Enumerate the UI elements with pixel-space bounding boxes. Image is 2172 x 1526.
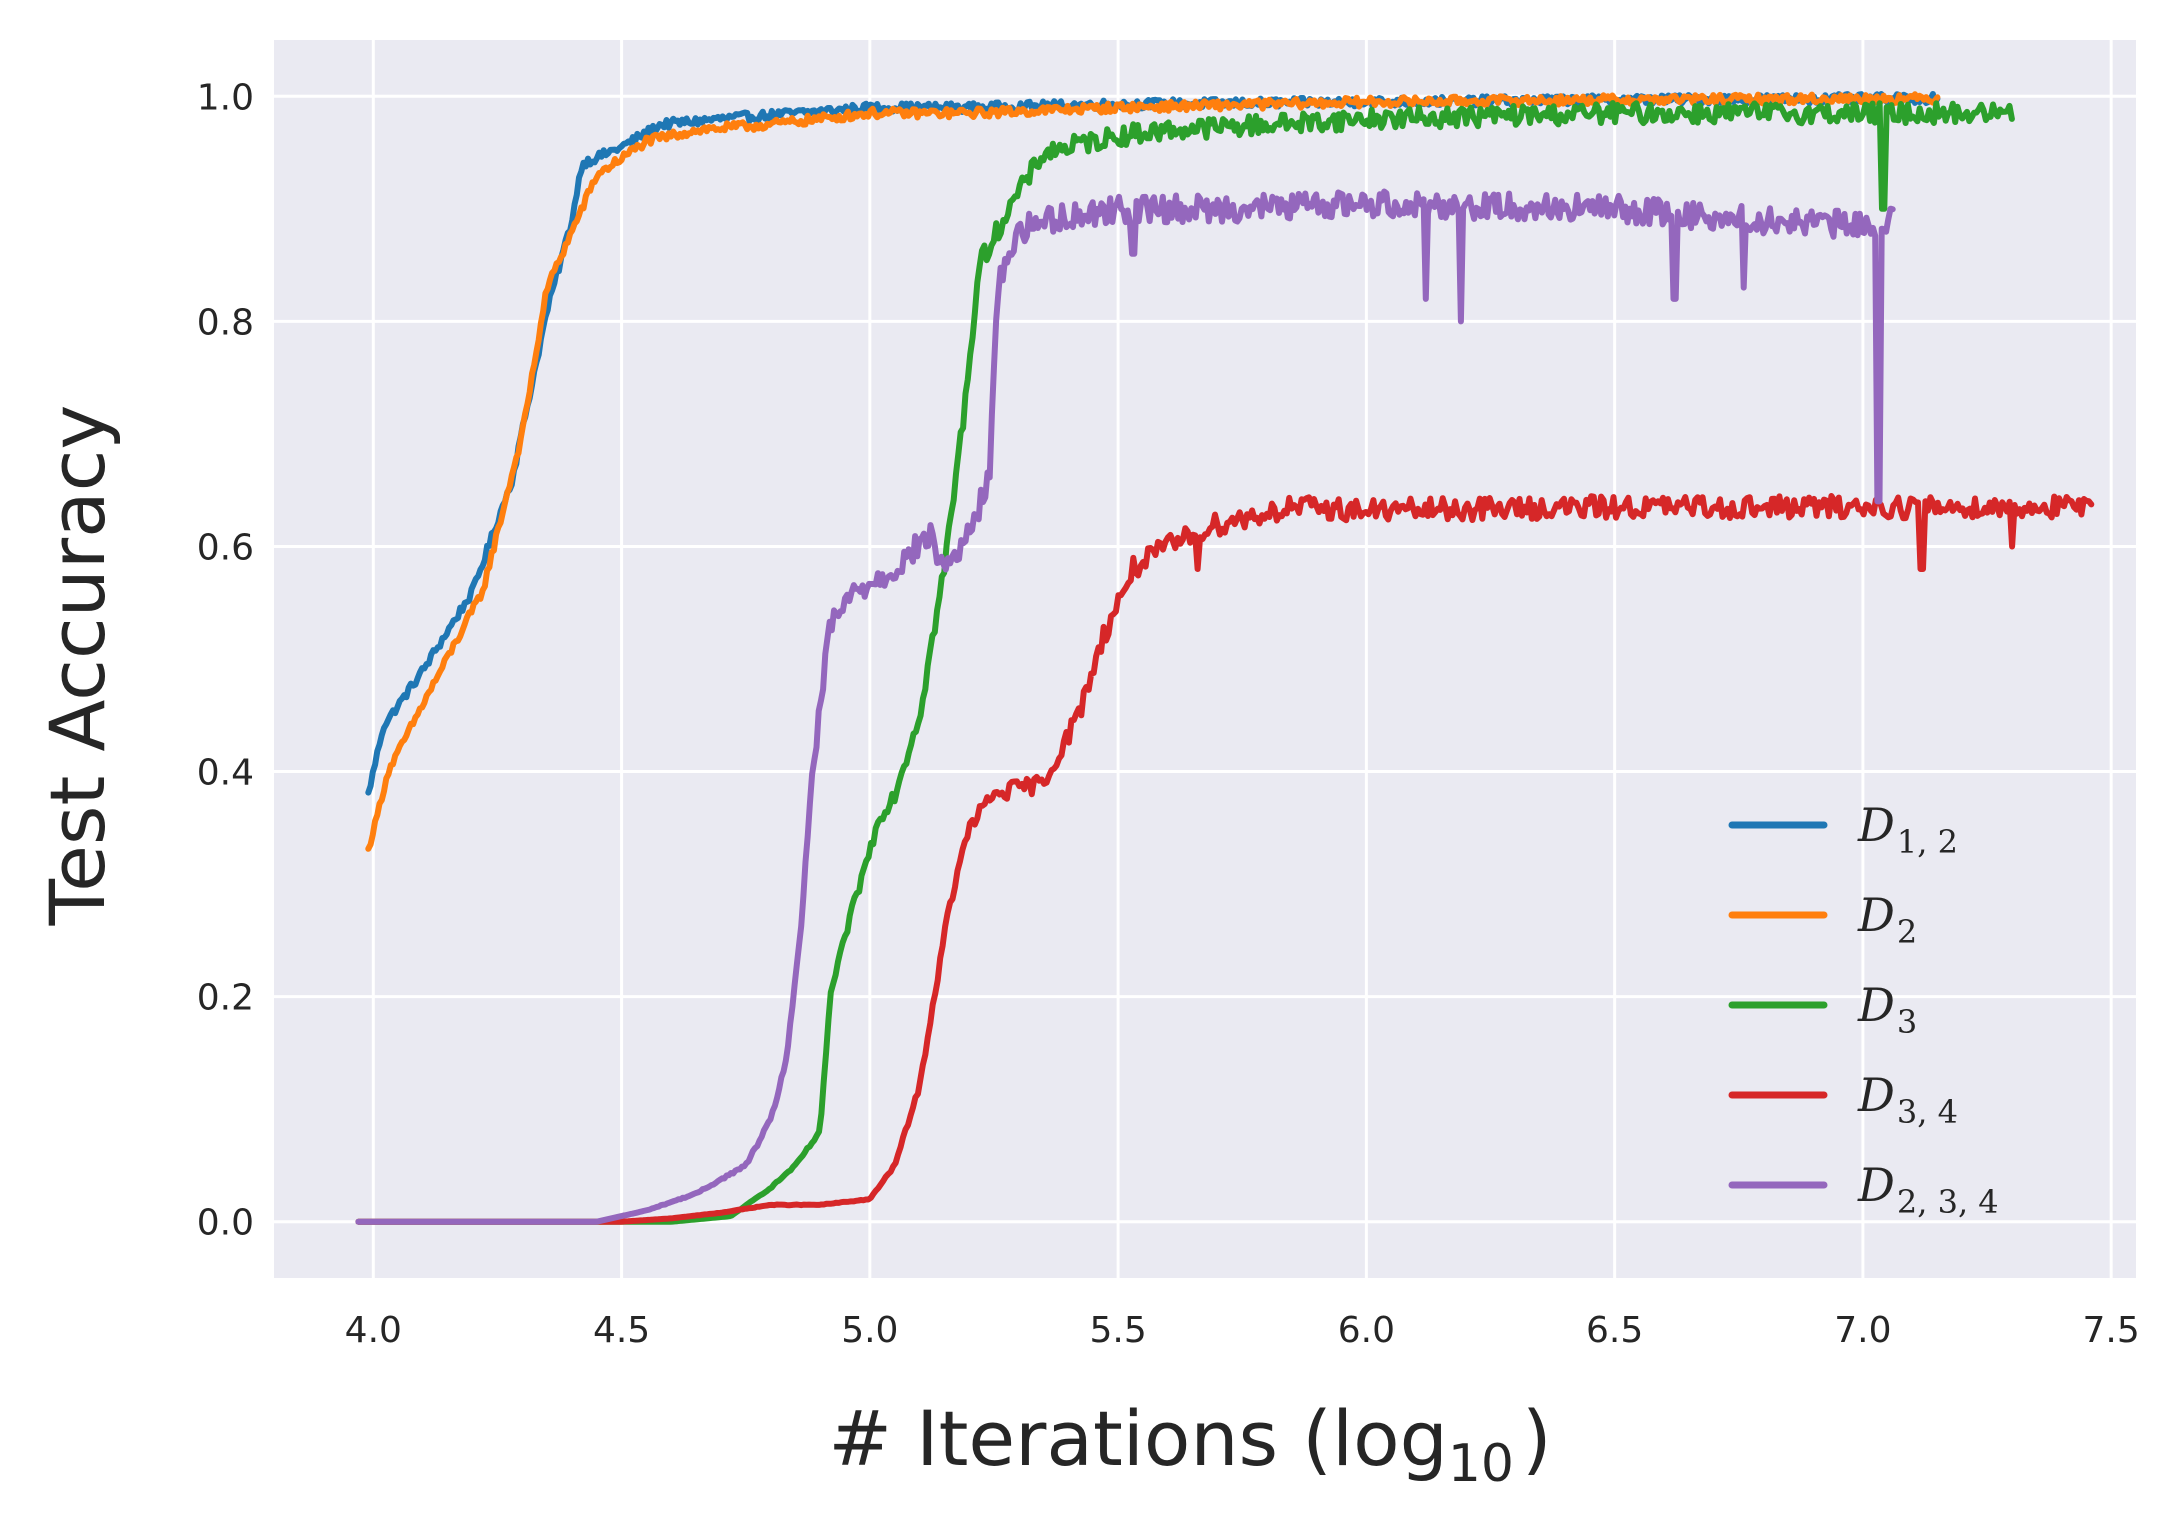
legend-label: D3	[1857, 978, 1917, 1041]
legend-label-name: D	[1857, 888, 1895, 942]
x-axis-title: # Iterations (log10)	[828, 1394, 1551, 1494]
series-layer	[355, 91, 2095, 1225]
x-tick-label: 7.0	[1834, 1310, 1891, 1351]
x-tick-label: 6.0	[1338, 1310, 1395, 1351]
x-tick-label: 6.5	[1586, 1310, 1643, 1351]
x-tick-labels: 4.0 4.5 5.0 5.5 6.0 6.5 7.0 7.5	[345, 1310, 2140, 1351]
x-tick-label: 7.5	[2083, 1310, 2140, 1351]
series-line-4	[355, 188, 1896, 1225]
legend-label-sub: 2	[1897, 913, 1917, 951]
legend-label: D2	[1857, 888, 1917, 951]
legend-label-sub: 2, 3, 4	[1897, 1183, 1999, 1221]
y-tick-labels: 0.0 0.2 0.4 0.6 0.8 1.0	[197, 77, 254, 1243]
y-tick-label: 0.0	[197, 1203, 254, 1244]
y-tick-label: 0.2	[197, 978, 254, 1019]
legend-label: D3, 4	[1857, 1068, 1958, 1131]
legend-label-name: D	[1857, 1068, 1895, 1122]
y-tick-label: 0.8	[197, 302, 254, 343]
legend-label: D1, 2	[1857, 798, 1958, 861]
x-tick-label: 5.0	[841, 1310, 898, 1351]
y-tick-label: 0.4	[197, 753, 254, 794]
legend-label-sub: 3, 4	[1897, 1093, 1958, 1131]
series-line-1	[365, 91, 1941, 852]
x-tick-label: 5.5	[1089, 1310, 1146, 1351]
legend-label-name: D	[1857, 978, 1895, 1032]
plot-background	[274, 40, 2136, 1278]
x-tick-label: 4.5	[593, 1310, 650, 1351]
x-tick-label: 4.0	[345, 1310, 402, 1351]
legend-label-name: D	[1857, 1158, 1895, 1212]
legend-label-sub: 3	[1897, 1003, 1917, 1041]
y-axis-title: Test Accuracy	[33, 405, 122, 927]
y-tick-label: 1.0	[197, 77, 254, 118]
legend-label-sub: 1, 2	[1897, 823, 1958, 861]
series-line-3	[355, 493, 2095, 1225]
legend-label: D2, 3, 4	[1857, 1158, 1999, 1221]
legend-label-name: D	[1857, 798, 1895, 852]
y-tick-label: 0.6	[197, 527, 254, 568]
